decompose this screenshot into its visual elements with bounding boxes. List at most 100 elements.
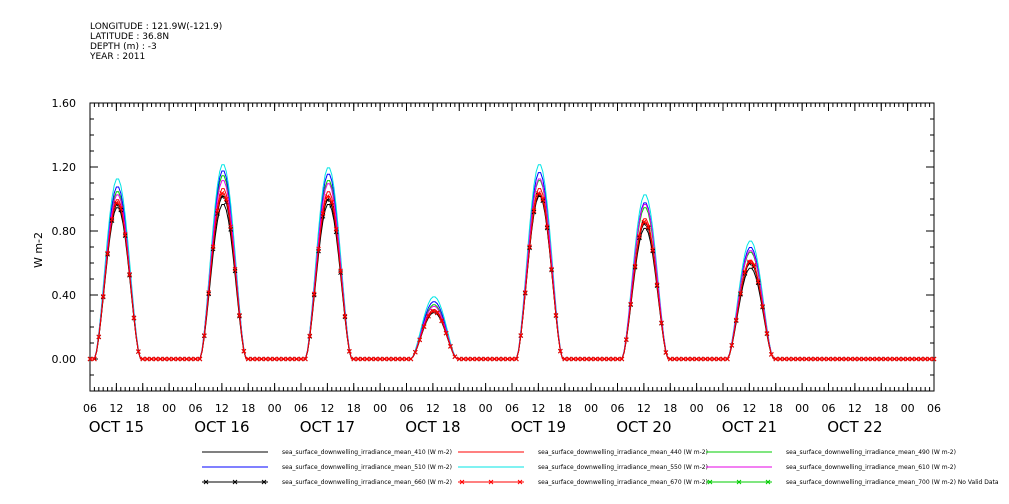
y-tick-label: 1.20 bbox=[52, 161, 77, 174]
x-hour-label: 12 bbox=[320, 402, 334, 415]
series-marker bbox=[166, 356, 172, 362]
y-tick-label: 0.40 bbox=[52, 289, 77, 302]
series-marker bbox=[223, 196, 229, 202]
series-marker bbox=[430, 308, 436, 314]
series-marker bbox=[887, 356, 893, 362]
series-marker bbox=[522, 290, 528, 295]
series-marker bbox=[421, 324, 427, 329]
series-marker bbox=[540, 196, 546, 202]
series-marker bbox=[210, 244, 216, 250]
series-marker bbox=[276, 356, 282, 362]
series-marker bbox=[197, 356, 203, 362]
x-hour-label: 00 bbox=[479, 402, 493, 415]
series-marker bbox=[852, 356, 858, 362]
series-marker bbox=[839, 356, 845, 362]
series-marker bbox=[905, 356, 910, 362]
y-axis-label: W m-2 bbox=[32, 232, 45, 268]
y-tick-label: 0.80 bbox=[52, 225, 77, 238]
series-marker bbox=[303, 356, 308, 362]
metadata-block: LONGITUDE : 121.9W(-121.9) LATITUDE : 36… bbox=[90, 22, 222, 62]
series-marker bbox=[909, 356, 915, 362]
series-marker bbox=[672, 356, 677, 362]
series-marker bbox=[382, 356, 387, 362]
series-marker bbox=[399, 356, 405, 362]
x-hour-label: 18 bbox=[558, 402, 572, 415]
series-marker bbox=[764, 330, 770, 336]
series-marker bbox=[122, 232, 128, 237]
x-hour-label: 18 bbox=[769, 402, 783, 415]
series-marker bbox=[140, 356, 146, 362]
x-hour-label: 06 bbox=[927, 402, 941, 415]
x-hour-label: 06 bbox=[400, 402, 414, 415]
x-hour-label: 00 bbox=[690, 402, 704, 415]
series-marker bbox=[667, 356, 673, 362]
series-marker bbox=[773, 356, 779, 362]
series-marker bbox=[883, 356, 888, 362]
longitude-label: LONGITUDE : 121.9W(-121.9) bbox=[90, 22, 223, 32]
x-hour-label: 18 bbox=[663, 402, 677, 415]
plot-frame bbox=[89, 102, 935, 392]
x-hour-label: 12 bbox=[426, 402, 440, 415]
series-marker bbox=[808, 356, 814, 362]
series-marker bbox=[931, 356, 937, 362]
series-marker bbox=[610, 356, 616, 362]
x-hour-label: 06 bbox=[83, 402, 97, 415]
series-marker bbox=[707, 356, 713, 362]
x-day-label: OCT 17 bbox=[300, 418, 355, 436]
series-marker bbox=[232, 266, 238, 272]
series-marker bbox=[821, 356, 827, 362]
series-marker bbox=[333, 226, 339, 232]
series-line bbox=[90, 170, 934, 360]
series-marker bbox=[368, 356, 374, 362]
series-marker bbox=[518, 333, 524, 338]
series-marker bbox=[131, 315, 137, 321]
series-marker bbox=[562, 356, 568, 362]
x-hour-label: 06 bbox=[505, 402, 519, 415]
series-marker bbox=[703, 356, 708, 362]
series-marker bbox=[650, 247, 656, 253]
series-marker bbox=[500, 356, 506, 362]
series-marker bbox=[347, 348, 352, 354]
x-hour-label: 18 bbox=[452, 402, 466, 415]
series-marker bbox=[487, 356, 493, 362]
series-marker bbox=[641, 219, 647, 225]
legend-label: sea_surface_downwelling_irradiance_mean_… bbox=[786, 479, 999, 486]
x-day-label: OCT 22 bbox=[827, 418, 882, 436]
x-hour-label: 00 bbox=[373, 402, 387, 415]
y-tick-label: 0.00 bbox=[52, 353, 77, 366]
series-marker bbox=[171, 356, 176, 362]
series-marker bbox=[281, 356, 286, 362]
series-marker bbox=[584, 356, 590, 362]
series-marker bbox=[685, 356, 691, 362]
series-marker bbox=[566, 356, 572, 362]
series-marker bbox=[689, 356, 695, 362]
series-marker bbox=[175, 356, 181, 362]
series-marker bbox=[786, 356, 792, 362]
series-marker bbox=[711, 356, 717, 362]
series-marker bbox=[654, 282, 660, 288]
series-marker bbox=[114, 200, 119, 206]
x-hour-label: 12 bbox=[531, 402, 545, 415]
series-marker bbox=[144, 356, 150, 362]
series-marker bbox=[874, 356, 880, 362]
series-marker bbox=[483, 356, 488, 362]
series-marker bbox=[637, 233, 642, 239]
legend-label: sea_surface_downwelling_irradiance_mean_… bbox=[538, 449, 708, 456]
series-marker bbox=[830, 356, 836, 362]
series-marker bbox=[733, 317, 739, 323]
series-marker bbox=[219, 190, 225, 196]
y-tick-label: 1.60 bbox=[52, 97, 77, 110]
series-marker bbox=[799, 356, 805, 362]
series-marker bbox=[338, 268, 343, 274]
series-marker bbox=[395, 356, 401, 362]
series-marker bbox=[452, 354, 458, 360]
series-marker bbox=[267, 356, 273, 362]
legend-marker bbox=[517, 479, 523, 485]
series-marker bbox=[193, 356, 198, 362]
legend-label: sea_surface_downwelling_irradiance_mean_… bbox=[538, 479, 708, 486]
x-axis-ticks: 06 12 18 00 06 12 18 00 06 12 18 00 06 12 18 00 06 12 18 00… bbox=[83, 103, 941, 436]
series-marker bbox=[575, 356, 581, 362]
series-marker bbox=[782, 356, 787, 362]
series-marker bbox=[87, 356, 93, 362]
series-marker bbox=[804, 356, 809, 362]
